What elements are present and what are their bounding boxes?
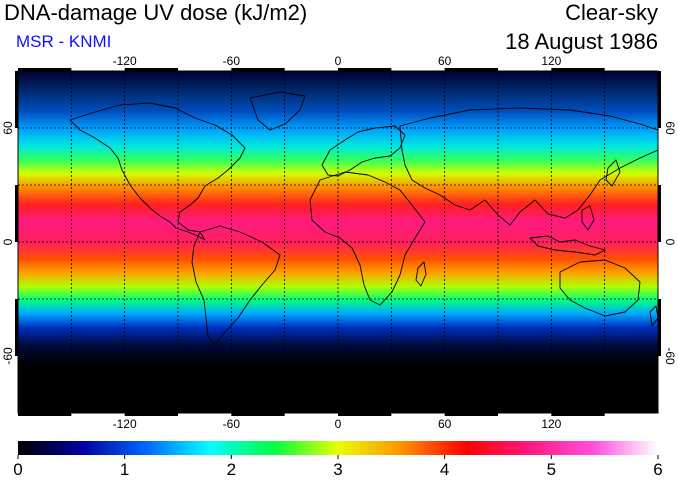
new-zealand-outline <box>649 305 658 327</box>
longitude-tick-label: 60 <box>438 54 452 68</box>
latitude-labels-right: 60 0 -60 <box>663 121 677 365</box>
frame-tick-bar <box>15 185 18 242</box>
europe-outline <box>321 125 406 177</box>
latitude-tick-label: 60 <box>663 121 677 135</box>
frame-tick-bar <box>231 413 285 416</box>
colorbar-label: 6 <box>653 460 662 479</box>
frame-tick-bar <box>15 71 18 128</box>
frame-tick-bar <box>15 299 18 356</box>
date-label: 18 August 1986 <box>505 29 658 54</box>
longitude-tick-label: -120 <box>113 54 137 68</box>
longitude-tick-label: 0 <box>335 54 342 68</box>
frame-tick-bar <box>124 68 178 71</box>
frame-tick-bar <box>551 413 605 416</box>
asia-outline <box>399 107 658 226</box>
colorbar-label: 0 <box>13 460 22 479</box>
latitude-tick-label: 60 <box>1 121 15 135</box>
colorbar-label: 1 <box>120 460 129 479</box>
frame-tick-bar <box>658 71 661 128</box>
longitude-tick-label: -60 <box>223 417 241 431</box>
indonesia-outline <box>529 235 606 256</box>
longitude-tick-label: 0 <box>335 417 342 431</box>
colorbar-label: 2 <box>227 460 236 479</box>
colorbar-label: 5 <box>547 460 556 479</box>
continent-outlines <box>69 91 658 346</box>
colorbar-label: 4 <box>440 460 449 479</box>
frame-tick-bar <box>444 413 498 416</box>
madagascar-outline <box>415 261 427 287</box>
latitude-tick-label: -60 <box>1 347 15 365</box>
frame-tick-bar <box>551 68 605 71</box>
north-america-outline <box>69 102 246 241</box>
source-label: MSR - KNMI <box>16 32 112 51</box>
longitude-tick-label: 120 <box>541 417 561 431</box>
frame-tick-bar <box>338 413 392 416</box>
greenland-outline <box>249 91 306 131</box>
frame-tick-bar <box>231 68 285 71</box>
sky-condition-label: Clear-sky <box>565 0 658 25</box>
frame-tick-bar <box>338 68 392 71</box>
longitude-labels-bottom: -120 -60 0 60 120 <box>113 417 562 431</box>
colorbar-tick-marks <box>17 455 659 459</box>
latitude-tick-label: 0 <box>1 238 15 245</box>
frame-tick-bar <box>18 68 72 71</box>
latitude-tick-label: -60 <box>663 347 677 365</box>
latitude-tick-label: 0 <box>663 239 677 246</box>
frame-tick-bar <box>18 413 72 416</box>
colorbar-label: 3 <box>333 460 342 479</box>
longitude-tick-label: 60 <box>438 417 452 431</box>
map-title: DNA-damage UV dose (kJ/m2) <box>4 0 308 25</box>
latitude-labels-left: 60 0 -60 <box>1 121 15 365</box>
longitude-labels-top: -120 -60 0 60 120 <box>113 54 562 68</box>
lat-lon-gridlines <box>18 71 658 413</box>
australia-outline <box>559 259 641 317</box>
frame-tick-bar <box>444 68 498 71</box>
philippines-outline <box>581 205 595 231</box>
longitude-tick-label: 120 <box>541 54 561 68</box>
frame-tick-marks <box>15 68 661 416</box>
colorbar <box>18 441 658 455</box>
map-plot-area <box>15 68 661 416</box>
frame-tick-bar <box>124 413 178 416</box>
japan-outline <box>605 159 621 187</box>
longitude-tick-label: -60 <box>223 54 241 68</box>
longitude-tick-label: -120 <box>113 417 137 431</box>
frame-tick-bar <box>658 299 661 356</box>
colorbar-labels: 0 1 2 3 4 5 6 <box>13 460 662 479</box>
frame-tick-bar <box>658 185 661 242</box>
